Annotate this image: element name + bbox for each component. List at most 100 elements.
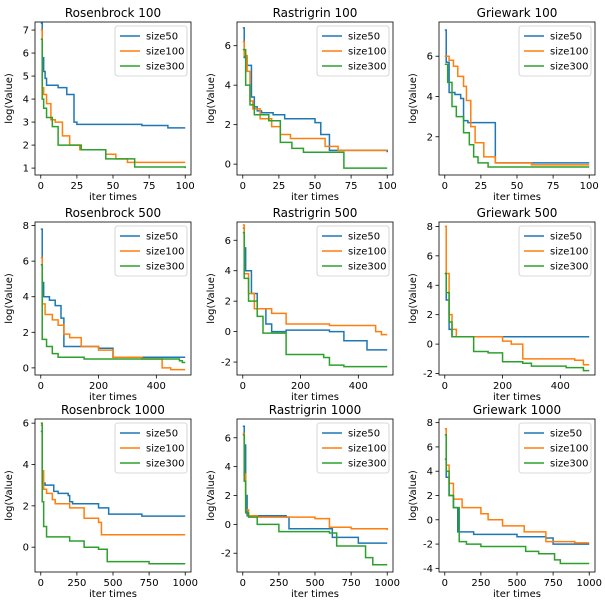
x-tick-label: 0 [240,181,246,192]
legend-label: size300 [146,459,184,470]
y-tick-label: 4 [23,292,29,303]
legend-label: size100 [348,47,386,58]
legend: size50 size100 size300 [518,25,592,77]
legend: size50 size100 size300 [316,25,390,77]
x-axis-label: iter times [493,589,541,600]
x-axis-label: iter times [291,589,339,600]
chart-panel: 0 25 50 75 100 1 2 3 4 5 6 7 Rosenbrock 100 iter time… [4,6,195,203]
y-tick-label: 8 [427,222,433,233]
series-line-size100 [242,432,388,531]
legend: size50 size100 size300 [114,25,188,77]
series-group [444,427,590,565]
y-tick-label: 8 [23,221,29,232]
legend-label: size100 [146,247,184,258]
y-tick-label: 8 [427,418,433,429]
legend-label: size300 [348,62,386,73]
y-tick-label: 1 [23,164,29,175]
series-line-size300 [242,434,388,566]
chart-panel: 0 25 50 75 100 0 2 4 6 Rastrigrin 100 iter times lo… [206,6,397,203]
legend-label: size100 [146,444,184,455]
x-tick-label: 400 [147,381,166,392]
x-tick-label: 0 [38,578,44,589]
legend: size50 size100 size300 [114,422,188,474]
y-axis-label: log(Value) [408,73,419,124]
x-axis-label: iter times [89,589,137,600]
y-tick-label: 6 [427,52,433,63]
series-line-size300 [444,434,590,565]
y-axis-label: log(Value) [408,470,419,521]
y-tick-label: 4 [225,462,231,473]
x-tick-label: 100 [378,181,397,192]
series-line-size100 [242,224,388,336]
x-tick-label: 1000 [576,578,601,589]
legend-label: size100 [550,247,588,258]
x-tick-label: 250 [471,578,490,589]
axes-frame [236,221,394,376]
y-axis-label: log(Value) [206,470,217,521]
y-tick-label: 6 [225,236,231,247]
x-tick-label: 25 [71,181,84,192]
y-tick-label: 2 [427,132,433,143]
x-tick-label: 200 [291,381,310,392]
y-tick-label: 0 [427,515,433,526]
legend-label: size50 [146,232,178,243]
x-tick-label: 75 [547,181,560,192]
legend-label: size300 [550,262,588,273]
legend: size50 size100 size300 [518,422,592,474]
x-tick-label: 250 [269,578,288,589]
series-line-size300 [40,422,186,565]
series-line-size100 [444,225,590,366]
series-line-size50 [40,22,186,129]
x-tick-label: 1000 [172,578,197,589]
y-tick-label: 6 [427,251,433,262]
y-tick-label: 4 [427,92,433,103]
y-tick-label: 6 [23,257,29,268]
y-axis-label: log(Value) [4,273,15,324]
chart-title: Rosenbrock 100 [65,6,161,20]
legend-box [518,422,592,474]
legend-label: size100 [146,47,184,58]
y-tick-label: -2 [221,549,231,560]
x-axis-label: iter times [89,192,137,203]
x-tick-label: 0 [442,381,448,392]
legend-box [518,225,592,277]
series-line-size300 [40,38,186,169]
y-tick-label: 0 [225,160,231,171]
series-group [444,29,590,168]
legend: size50 size100 size300 [114,225,188,277]
series-line-size100 [40,29,186,164]
y-tick-label: -2 [221,358,231,369]
y-tick-label: 4 [23,460,29,471]
chart-panel: 0 25 50 75 100 2 4 6 Griewark 100 iter times log(V… [408,6,599,203]
x-tick-label: 0 [38,381,44,392]
y-tick-label: -2 [423,540,433,551]
series-group [40,22,186,169]
series-group [444,225,590,372]
y-tick-label: 2 [225,297,231,308]
y-tick-label: 0 [225,327,231,338]
y-tick-label: -2 [423,369,433,380]
y-tick-label: 2 [225,120,231,131]
series-line-size300 [242,231,388,368]
y-tick-label: 4 [23,95,29,106]
series-line-size50 [40,228,186,358]
series-group [242,425,388,566]
chart-title: Rosenbrock 500 [65,206,161,220]
x-tick-label: 50 [511,181,524,192]
legend-label: size300 [146,262,184,273]
legend-label: size100 [550,444,588,455]
y-axis-label: log(Value) [206,273,217,324]
legend-label: size300 [348,262,386,273]
chart-panel: 0 250 500 750 1000 0 2 4 6 Rosenbrock 1000 iter ti… [4,403,198,600]
x-tick-label: 0 [442,578,448,589]
chart-title: Griewark 500 [477,206,558,220]
legend-label: size50 [348,429,380,440]
legend-label: size50 [146,32,178,43]
y-tick-label: 4 [427,281,433,292]
y-tick-label: 6 [427,442,433,453]
series-line-size300 [444,272,590,372]
y-tick-label: 0 [23,363,29,374]
legend-label: size50 [550,32,582,43]
series-line-size300 [242,48,388,169]
